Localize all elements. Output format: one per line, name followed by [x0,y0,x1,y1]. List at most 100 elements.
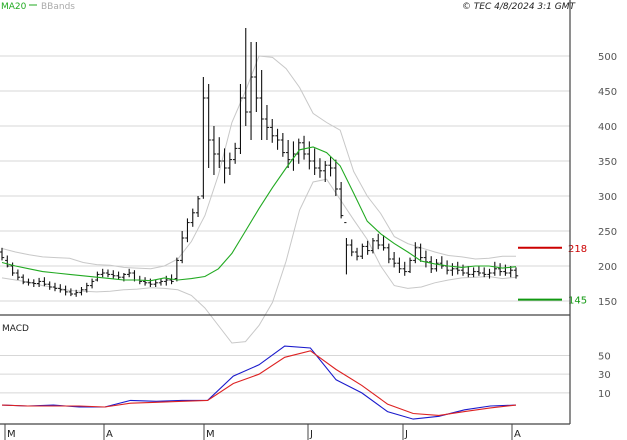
ohlc-bar [42,277,47,287]
macd-y-axis: 50 30 10 [598,351,611,399]
ohlc-bar [482,267,487,278]
month-label: A [514,429,521,440]
ohlc-bar [402,261,407,276]
ohlc-bar [15,269,21,280]
ohlc-bar [376,233,381,250]
ohlc-bar [211,126,217,175]
month-label: J [404,429,408,440]
ohlc-bar [391,252,397,268]
ohlc-bar [68,288,74,297]
macd-y-tick: 10 [598,389,611,400]
ohlc-bar [386,243,392,264]
ohlc-bar [344,222,349,275]
ohlc-bar [381,235,386,251]
bollinger-bands [1,55,517,344]
ohlc-bar [248,42,254,140]
ohlc-bar [58,284,63,293]
ohlc-bar [450,263,455,276]
ohlc-bar [280,133,286,157]
ohlc-bar [36,277,42,287]
ohlc-bar [89,278,95,289]
ohlc-bar [317,158,323,178]
ohlc-bar [254,42,259,112]
macd-title: MACD [2,324,29,334]
ohlc-bar [349,239,354,257]
ohlc-bar [312,148,317,175]
ohlc-bar [413,242,418,264]
ohlc-bar [185,218,190,243]
month-label: M [7,429,16,440]
price-y-tick: 350 [598,157,617,168]
legend-bbands: BBands [41,2,75,12]
ohlc-bar [179,231,185,264]
ohlc-bar [195,196,201,217]
copyright-text: © TEC 4/8/2024 3:1 GMT [462,2,577,12]
ohlc-bar [20,274,26,285]
ma20-line [1,146,517,282]
ohlc-bar [434,259,439,272]
ohlc-bar [227,152,233,175]
bband-upper [1,55,516,270]
ohlc-bar [476,266,482,276]
ohlc-bar [0,247,5,261]
signal-line [1,350,517,416]
ohlc-bar [270,119,275,143]
price-y-tick: 250 [598,227,617,238]
ohlc-bar [26,278,31,286]
ohlc-bar [148,278,153,287]
price-y-tick: 500 [598,52,617,63]
ohlc-bar [111,270,116,279]
ohlc-bar [455,261,460,275]
price-bars [0,28,519,297]
macd-y-tick: 50 [598,351,611,362]
ohlc-bar [5,255,10,268]
ohlc-bar [174,257,180,282]
ohlc-bar [328,156,333,177]
ohlc-bar [232,142,238,164]
ohlc-bar [418,243,423,262]
ohlc-bar [73,289,79,297]
ohlc-bar [397,257,402,273]
price-y-tick: 200 [598,262,617,273]
ohlc-bar [471,267,476,278]
ohlc-bar [222,148,227,184]
ohlc-bar [105,269,111,278]
ohlc-bar [338,182,344,219]
price-y-tick: 400 [598,122,617,133]
ohlc-bar [301,135,307,160]
ohlc-bar [365,240,370,255]
price-y-tick: 150 [598,297,617,308]
ohlc-bar [31,279,36,287]
ohlc-bar [487,268,492,279]
month-label: M [206,429,215,440]
ohlc-bar [460,264,466,276]
ohlc-bar [307,141,312,170]
price-y-tick: 300 [598,192,617,203]
resistance-level-label: 218 [568,244,587,255]
ohlc-bar [158,278,164,286]
ohlc-bar [164,275,169,286]
macd-line [1,345,517,420]
ohlc-bar [52,282,58,292]
ohlc-bar [354,247,360,261]
ohlc-bar [360,243,365,259]
ohlc-bar [126,268,132,278]
ohlc-bar [492,261,498,276]
ohlc-bar [217,137,222,168]
ohlc-bar [201,77,206,199]
ohlc-bar [503,264,508,276]
ohlc-bar [63,285,68,296]
macd-y-tick: 30 [598,370,611,381]
ohlc-bar [439,256,445,269]
ohlc-bar [333,159,339,196]
ohlc-bar [142,277,148,286]
month-label: J [309,429,313,440]
ohlc-bar [153,280,158,287]
ohlc-bar [238,84,243,154]
ohlc-bar [47,281,52,290]
ohlc-bar [275,128,280,150]
ohlc-bar [243,28,248,126]
price-levels: 218 145 [518,244,587,307]
